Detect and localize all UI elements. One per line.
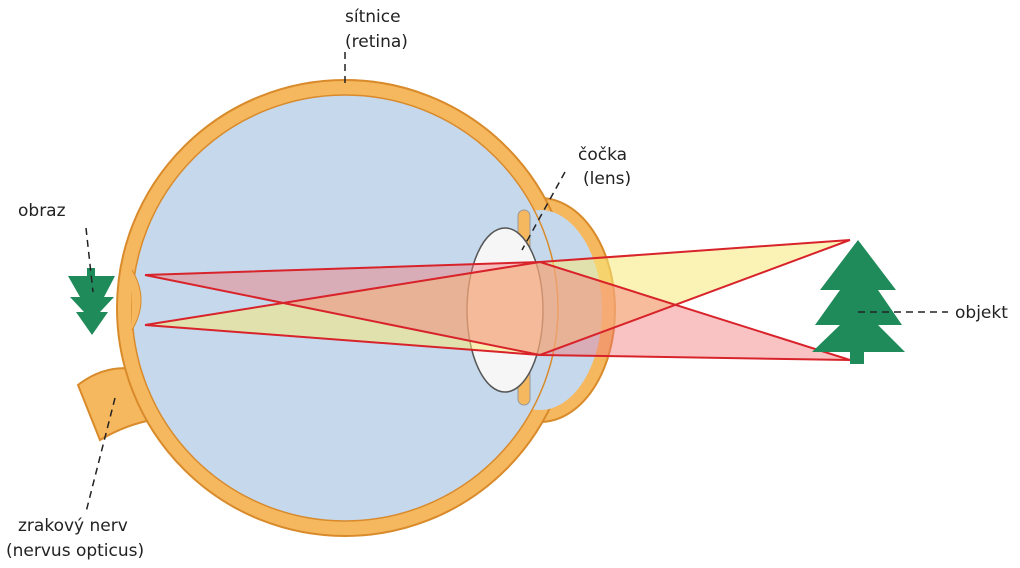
label: obraz bbox=[18, 201, 66, 221]
label: (lens) bbox=[583, 169, 631, 189]
label: čočka bbox=[578, 145, 627, 165]
eye-diagram: sítnice (retina) čočka (lens) obraz obje… bbox=[0, 0, 1020, 568]
label: zrakový nerv bbox=[18, 516, 128, 536]
label: (nervus opticus) bbox=[6, 541, 144, 561]
label: objekt bbox=[955, 303, 1008, 323]
object-tree bbox=[812, 240, 905, 364]
label: (retina) bbox=[345, 32, 408, 52]
label: sítnice bbox=[345, 7, 401, 27]
